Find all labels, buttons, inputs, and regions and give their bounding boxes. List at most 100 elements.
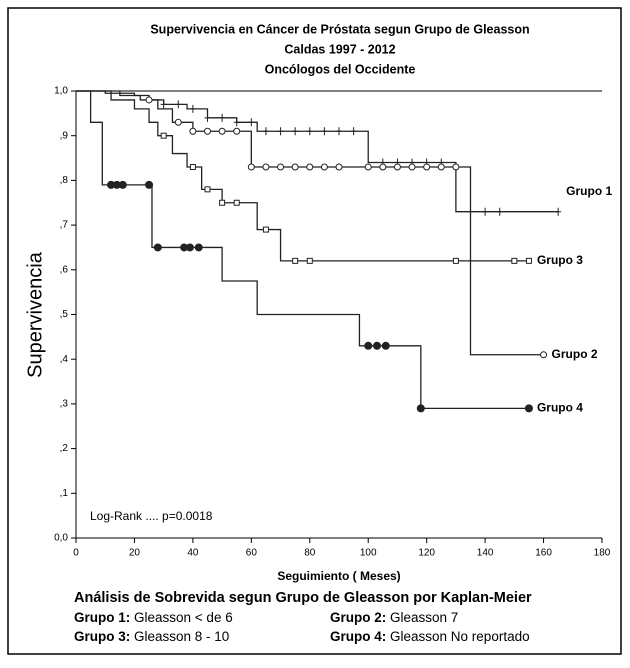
caption-item: Grupo 1: Gleasson < de 6 xyxy=(74,610,233,625)
censor-mark xyxy=(262,127,269,136)
censor-mark xyxy=(160,100,167,109)
censor-mark xyxy=(233,127,241,135)
y-tick-label: ,9 xyxy=(60,130,69,141)
series: Grupo 2 xyxy=(76,90,598,361)
x-tick-label: 180 xyxy=(594,548,611,559)
censor-mark xyxy=(118,180,127,189)
censor-mark xyxy=(174,118,182,126)
y-tick-label: ,3 xyxy=(60,399,69,410)
x-tick-label: 160 xyxy=(535,548,552,559)
censor-mark xyxy=(262,226,269,233)
censor-mark xyxy=(437,163,445,171)
censor-mark xyxy=(511,257,518,264)
x-tick-label: 40 xyxy=(187,548,199,559)
x-tick-label: 140 xyxy=(477,548,494,559)
series: Grupo 4 xyxy=(76,90,583,415)
censor-mark xyxy=(408,163,416,171)
survival-curve xyxy=(76,90,529,410)
caption-title: Análisis de Sobrevida segun Grupo de Gle… xyxy=(74,590,532,606)
caption-item: Grupo 2: Gleasson 7 xyxy=(330,610,458,625)
censor-mark xyxy=(416,404,425,413)
censor-mark xyxy=(189,127,197,135)
censor-mark xyxy=(336,127,342,136)
series-label: Grupo 3 xyxy=(537,253,583,267)
survival-curve xyxy=(76,90,559,213)
series: Grupo 1 xyxy=(76,90,612,216)
y-tick-label: ,1 xyxy=(60,488,69,499)
censor-mark xyxy=(423,163,431,171)
y-tick-label: ,5 xyxy=(60,309,69,320)
caption-text: Gleasson 8 - 10 xyxy=(134,629,229,644)
y-tick-label: ,8 xyxy=(60,175,69,186)
y-tick-label: 0,0 xyxy=(54,533,68,544)
x-tick-label: 20 xyxy=(129,548,141,559)
censor-mark xyxy=(320,163,328,171)
censor-mark xyxy=(219,113,226,122)
annotation: Log-Rank .... p=0.0018 xyxy=(90,509,213,523)
censor-mark xyxy=(496,207,503,216)
censor-mark xyxy=(482,207,489,216)
censor-mark xyxy=(452,257,459,264)
x-tick-label: 100 xyxy=(360,548,377,559)
x-tick-label: 0 xyxy=(73,548,79,559)
caption-label: Grupo 1: xyxy=(74,610,130,625)
censor-mark xyxy=(364,341,373,350)
x-axis-label: Seguimiento ( Meses) xyxy=(277,569,400,583)
chart-subtitle: Oncólogos del Occidente xyxy=(265,62,416,76)
censor-mark xyxy=(248,118,255,127)
censor-mark xyxy=(381,341,390,350)
censor-mark xyxy=(540,351,548,359)
caption-item: Grupo 3: Gleasson 8 - 10 xyxy=(74,629,229,644)
y-tick-label: ,7 xyxy=(60,220,69,231)
frame xyxy=(7,7,622,655)
censor-mark xyxy=(292,127,299,136)
censor-mark xyxy=(393,163,401,171)
censor-mark xyxy=(379,163,387,171)
y-axis-label: Supervivencia xyxy=(24,251,46,378)
series-label: Grupo 2 xyxy=(552,347,598,361)
caption-text: Gleasson No reportado xyxy=(390,629,530,644)
series-label: Grupo 1 xyxy=(566,184,612,198)
chart-subtitle: Caldas 1997 - 2012 xyxy=(284,42,395,56)
caption-label: Grupo 4: xyxy=(330,629,386,644)
censor-mark xyxy=(525,257,532,264)
censor-mark xyxy=(189,104,196,113)
caption-item: Grupo 4: Gleasson No reportado xyxy=(330,629,530,644)
series-label: Grupo 4 xyxy=(537,401,583,415)
x-tick-label: 80 xyxy=(304,548,316,559)
censor-mark xyxy=(204,186,211,193)
y-tick-label: ,6 xyxy=(60,264,69,275)
chart-title: Supervivencia en Cáncer de Próstata segu… xyxy=(150,22,529,36)
censor-mark xyxy=(194,243,203,252)
censor-mark xyxy=(204,113,211,122)
survival-curve xyxy=(76,90,544,356)
censor-mark xyxy=(277,163,285,171)
caption-label: Grupo 3: xyxy=(74,629,130,644)
censor-mark xyxy=(160,132,167,139)
censor-mark xyxy=(372,341,381,350)
series: Grupo 3 xyxy=(76,90,583,267)
censor-mark xyxy=(291,163,299,171)
censor-mark xyxy=(218,127,226,135)
censor-mark xyxy=(306,163,314,171)
caption-text: Gleasson < de 6 xyxy=(134,610,233,625)
caption-label: Grupo 2: xyxy=(330,610,386,625)
censor-mark xyxy=(306,257,313,264)
y-tick-label: ,4 xyxy=(60,354,69,365)
censor-mark xyxy=(364,163,372,171)
censor-mark xyxy=(555,207,562,216)
censor-mark xyxy=(233,118,240,127)
censor-mark xyxy=(219,199,226,206)
y-tick-label: 1,0 xyxy=(54,86,68,97)
y-tick-label: ,2 xyxy=(60,443,69,454)
censor-mark xyxy=(277,127,284,136)
x-tick-label: 120 xyxy=(418,548,435,559)
censor-mark xyxy=(335,163,343,171)
censor-mark xyxy=(204,127,211,135)
censor-mark xyxy=(145,180,154,189)
censor-mark xyxy=(321,127,328,136)
censor-mark xyxy=(452,163,460,171)
censor-mark xyxy=(145,96,153,104)
